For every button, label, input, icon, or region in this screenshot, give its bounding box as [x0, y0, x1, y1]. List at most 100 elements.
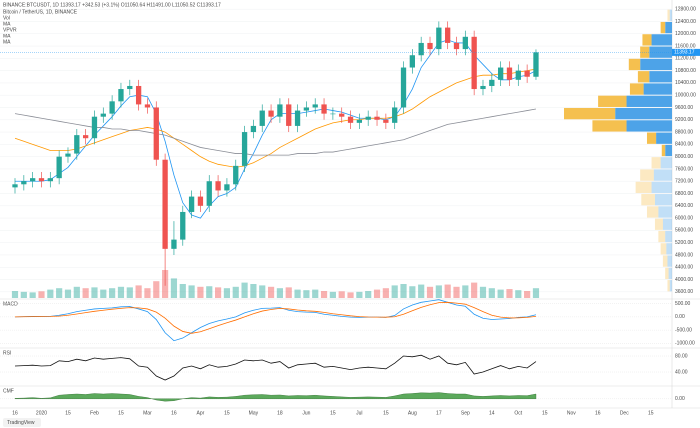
candle-body [135, 85, 142, 105]
volume-bar [206, 286, 213, 298]
volume-bar [188, 285, 195, 298]
x-tick-label: Aug [408, 410, 417, 416]
candle-body [515, 70, 521, 80]
y-tick-label: 0.00 [675, 314, 685, 320]
candle-body [21, 181, 27, 185]
volume-bar [488, 288, 495, 298]
pane-label: MACD [3, 301, 18, 307]
candle-body [436, 27, 442, 50]
candle-body [12, 184, 18, 188]
chart-title: Bitcoin / TetherUS, 1D, BINANCE [3, 9, 78, 15]
y-tick-label: 5600.00 [675, 228, 693, 234]
candle-body [524, 70, 530, 77]
x-tick-label: 16 [171, 410, 177, 416]
y-tick-label: 3600.00 [675, 289, 693, 295]
logo-box [3, 418, 41, 427]
volume-bar [56, 288, 63, 298]
candle-body [506, 67, 513, 80]
y-tick-label: 11600.00 [675, 43, 696, 49]
volume-bar [532, 288, 540, 298]
volume-profile-up [665, 21, 672, 34]
volume-profile-down [646, 206, 659, 218]
volume-bar [524, 291, 531, 298]
y-tick-label: 8800.00 [675, 129, 693, 135]
candle-body [339, 113, 345, 117]
candle-body [480, 85, 486, 90]
volume-profile-up [615, 107, 672, 120]
volume-profile-down [654, 218, 663, 230]
indicator-area [14, 392, 537, 402]
y-tick-label: 6800.00 [675, 191, 693, 197]
y-tick-label: 10400.00 [675, 80, 696, 86]
volume-profile-down [598, 95, 627, 107]
indicator-label: Vol [3, 15, 10, 21]
y-tick-label: 4400.00 [675, 265, 693, 271]
volume-bar [497, 289, 504, 298]
volume-profile-up [669, 280, 672, 292]
volume-profile-down [640, 46, 650, 58]
x-tick-label: 18 [277, 410, 283, 416]
volume-bar [471, 282, 478, 298]
volume-profile-down [635, 181, 652, 194]
candle-body [409, 55, 415, 68]
volume-profile-up [651, 181, 672, 194]
x-tick-label: 15 [648, 410, 654, 416]
volume-bar [329, 291, 336, 298]
volume-profile-up [651, 34, 672, 46]
y-tick-label: 11200.00 [675, 56, 696, 62]
candle-body [91, 116, 98, 139]
volume-bar [453, 286, 460, 298]
volume-profile-down [628, 58, 641, 71]
candle-body [356, 119, 363, 123]
candle-body [462, 36, 468, 50]
volume-profile-up [660, 157, 672, 169]
x-tick-label: 15 [542, 410, 548, 416]
volume-bar [144, 288, 151, 298]
x-tick-label: Dec [620, 410, 629, 416]
volume-profile-down [629, 83, 644, 95]
candle-body [259, 110, 265, 126]
volume-profile-down [592, 120, 627, 132]
y-tick-label: 8000.00 [675, 154, 693, 160]
volume-bar [11, 291, 19, 298]
candle-body [56, 156, 62, 179]
volume-profile-up [658, 206, 672, 218]
candle-body [206, 181, 212, 206]
y-tick-label: 6000.00 [675, 215, 693, 221]
candle-body [489, 79, 495, 86]
volume-bar [109, 288, 116, 298]
volume-bar [426, 286, 434, 298]
indicator-label: MA [3, 39, 11, 45]
candle-body [330, 113, 336, 115]
x-tick-label: 2020 [36, 410, 47, 416]
x-tick-label: 14 [489, 410, 495, 416]
last-price-label: 11393.17 [674, 50, 695, 56]
x-tick-label: Apr [197, 410, 205, 416]
volume-bar [117, 286, 125, 298]
volume-bar [462, 285, 469, 298]
volume-bar [197, 286, 204, 298]
candle-body [374, 116, 380, 120]
y-tick-label: -500.00 [675, 327, 692, 333]
candle-body [400, 67, 407, 108]
candle-body [233, 165, 239, 185]
volume-profile-up [643, 83, 672, 95]
candle-body [418, 42, 424, 56]
candle-body [188, 196, 195, 212]
x-tick-label: 16 [12, 410, 18, 416]
volume-bar [82, 288, 89, 298]
volume-bar [232, 286, 239, 298]
candle-body [162, 159, 168, 249]
candle-body [30, 178, 36, 182]
volume-bar [285, 287, 292, 298]
candle-body [224, 184, 230, 191]
indicator-label: MA [3, 21, 11, 27]
y-tick-label: 10800.00 [675, 68, 696, 74]
y-tick-label: 10000.00 [675, 93, 696, 99]
candle-body [241, 132, 248, 166]
volume-bar [400, 284, 407, 298]
y-tick-label: 4800.00 [675, 252, 693, 258]
moving-average [14, 68, 537, 168]
candle-body [277, 104, 283, 117]
